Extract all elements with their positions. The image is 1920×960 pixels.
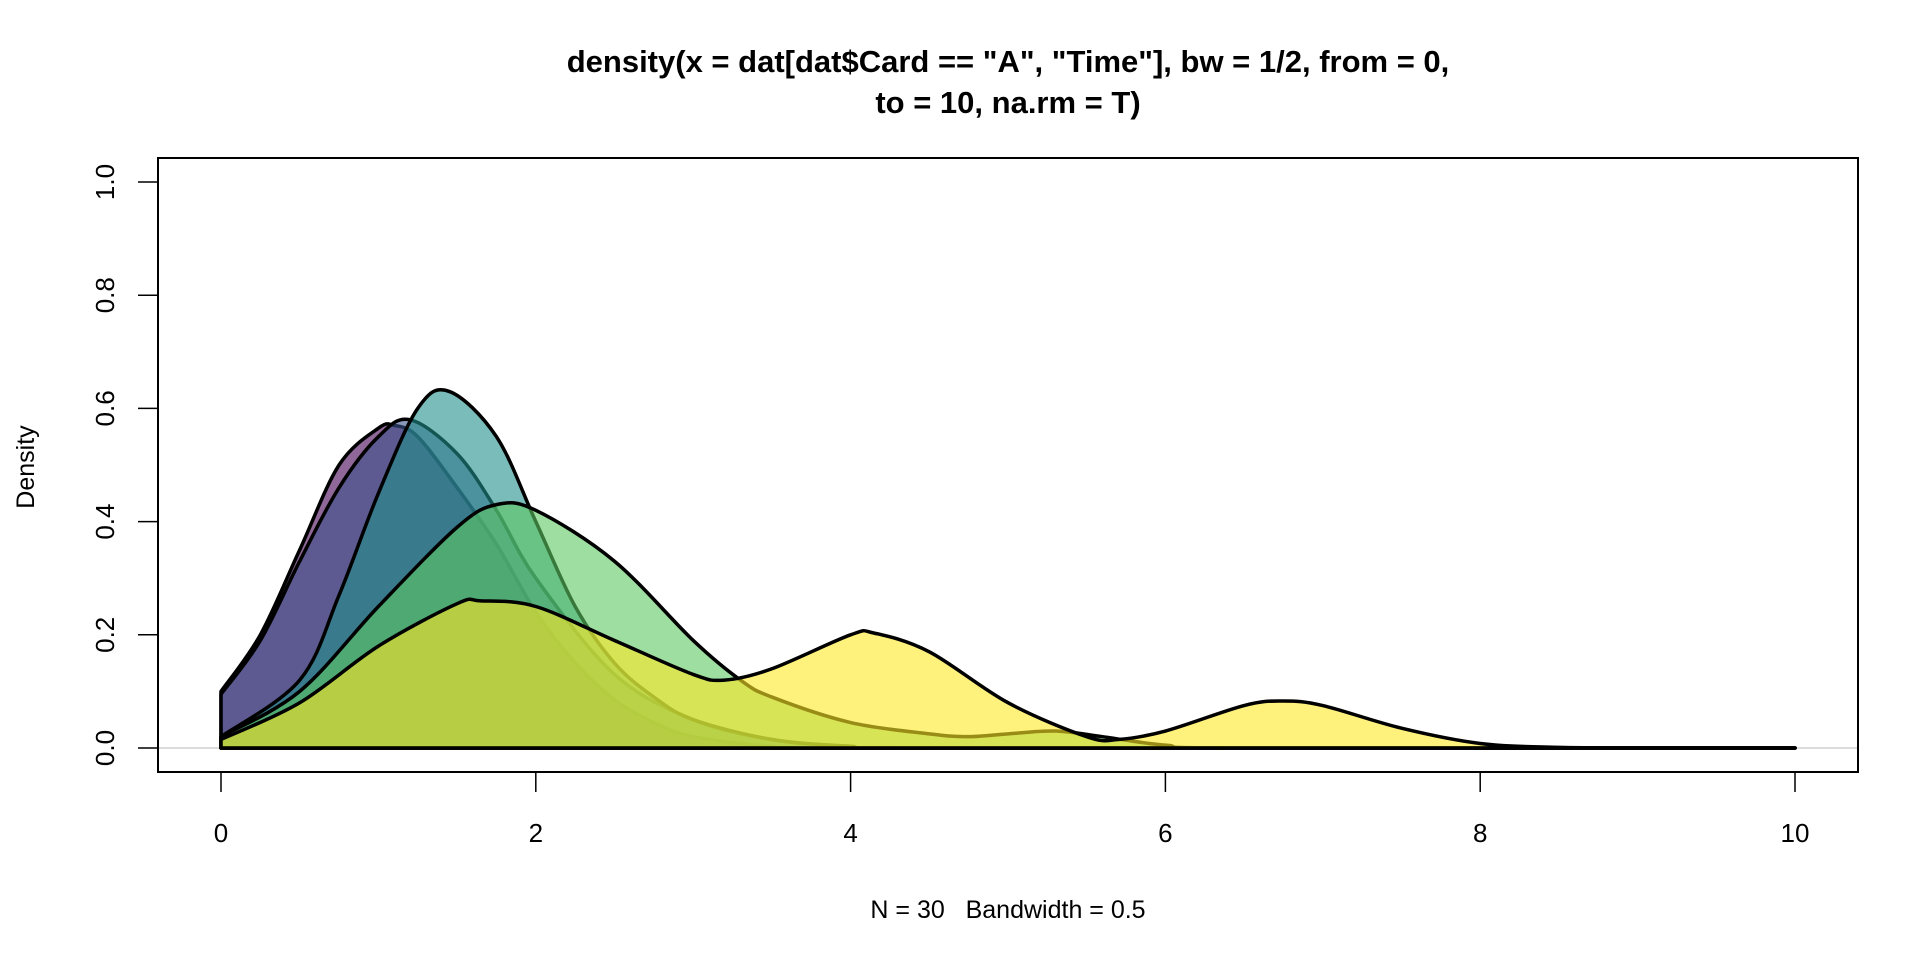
- x-axis: 0 2 4 6 8 10: [214, 771, 1810, 848]
- y-tick-label: 0.8: [90, 277, 120, 313]
- x-tick-label: 8: [1473, 818, 1487, 848]
- x-tick-label: 6: [1158, 818, 1172, 848]
- y-axis-label: Density: [12, 425, 40, 509]
- x-tick-label: 10: [1781, 818, 1810, 848]
- chart-title-line-1: density(x = dat[dat$Card == "A", "Time"]…: [567, 44, 1450, 79]
- y-tick-label: 1.0: [90, 164, 120, 200]
- y-tick-label: 0.4: [90, 504, 120, 540]
- density-curves: [219, 387, 1797, 750]
- density-area-5: [219, 597, 1797, 750]
- x-tick-label: 4: [843, 818, 857, 848]
- y-tick-label: 0.2: [90, 617, 120, 653]
- chart-title-line-2: to = 10, na.rm = T): [875, 85, 1140, 120]
- x-tick-label: 2: [529, 818, 543, 848]
- y-axis: 0.0 0.2 0.4 0.6 0.8 1.0: [90, 164, 159, 766]
- x-axis-label: N = 30 Bandwidth = 0.5: [870, 896, 1145, 924]
- x-tick-label: 0: [214, 818, 228, 848]
- y-tick-label: 0.6: [90, 390, 120, 426]
- y-tick-label: 0.0: [90, 730, 120, 766]
